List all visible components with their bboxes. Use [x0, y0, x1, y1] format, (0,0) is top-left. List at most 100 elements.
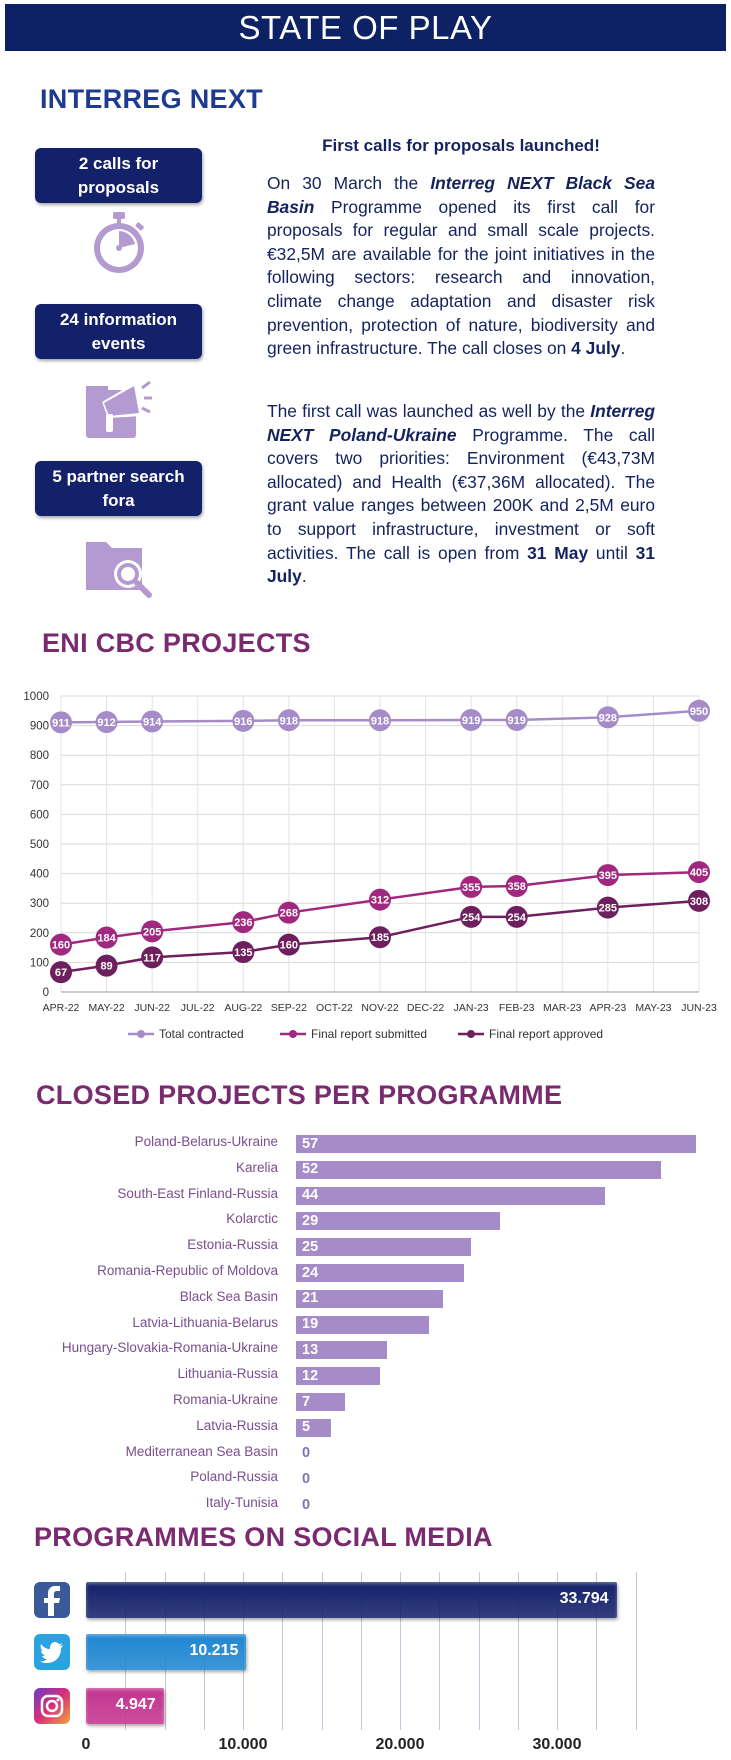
data-point: [50, 711, 72, 734]
data-point: [369, 709, 391, 732]
y-tick-label: 0: [43, 987, 49, 999]
legend-marker: [289, 1030, 297, 1038]
y-tick-label: 1000: [23, 691, 49, 703]
x-gridline: [400, 1572, 401, 1730]
data-point: [596, 896, 619, 919]
series-line: [60, 709, 700, 724]
bar-category-label: Latvia-Lithuania-Belarus: [132, 1314, 278, 1330]
x-gridline: [439, 1572, 441, 1730]
legend-marker: [137, 1030, 145, 1038]
data-label: 160: [52, 940, 70, 952]
legend-label: Final report approved: [489, 1027, 603, 1041]
legend-marker: [467, 1030, 475, 1038]
x-gridline: [596, 1572, 598, 1730]
x-tick-label: FEB-23: [499, 1002, 535, 1014]
social-value-label: 4.947: [115, 1696, 156, 1713]
facebook-icon: [34, 1582, 70, 1618]
data-point: [505, 875, 528, 898]
bar: [296, 1341, 388, 1360]
data-label: 285: [599, 903, 617, 915]
bar-category-label: Hungary-Slovakia-Romania-Ukraine: [61, 1340, 278, 1356]
bar-category-label: Romania-Republic of Moldova: [97, 1263, 278, 1278]
data-label: 268: [280, 908, 298, 920]
data-point: [232, 911, 255, 934]
interreg-title: INTERREG NEXT: [40, 84, 263, 114]
x-gridline: [282, 1572, 284, 1730]
data-point: [596, 864, 619, 887]
data-point: [460, 875, 483, 898]
data-point: [50, 961, 72, 984]
series-line: [60, 899, 700, 974]
data-label: 185: [371, 932, 389, 944]
x-tick-label: JUL-22: [181, 1002, 215, 1014]
bar-value-label: 19: [302, 1316, 319, 1333]
x-gridline: [478, 1572, 480, 1730]
eni-title: ENI CBC PROJECTS: [42, 628, 311, 658]
data-point: [141, 710, 164, 733]
bar-value-label: 7: [302, 1393, 311, 1410]
stat-calls: 2 calls for proposals: [35, 148, 202, 203]
data-point: [141, 920, 164, 943]
bar-category-label: Kolarctic: [226, 1211, 278, 1227]
data-point: [688, 889, 710, 912]
bar: [296, 1393, 346, 1411]
social-title: PROGRAMMES ON SOCIAL MEDIA: [34, 1522, 493, 1552]
data-point: [232, 709, 255, 732]
y-tick-label: 700: [30, 780, 49, 792]
y-tick-label: 500: [30, 839, 49, 851]
bar-value-label: 0: [302, 1470, 311, 1487]
data-label: 355: [462, 882, 480, 894]
y-tick-label: 200: [30, 928, 49, 940]
bar: [296, 1186, 605, 1205]
x-tick-label: MAY-23: [635, 1002, 671, 1014]
x-gridline: [360, 1572, 362, 1730]
bar-category-label: Karelia: [235, 1159, 278, 1175]
x-tick-label: DEC-22: [407, 1002, 445, 1014]
data-point: [50, 933, 72, 956]
data-point: [505, 905, 528, 928]
data-point: [277, 709, 300, 732]
bar-category-label: Black Sea Basin: [179, 1288, 278, 1304]
data-point: [460, 708, 483, 731]
data-point: [277, 933, 300, 956]
bar-value-label: 44: [302, 1187, 319, 1204]
x-tick-label: OCT-22: [316, 1002, 353, 1014]
news-paragraph-poland-ukraine: The first call was launched as well by t…: [267, 401, 655, 587]
data-label: 184: [97, 933, 116, 945]
x-tick-label: SEP-22: [271, 1002, 307, 1014]
social-bar-twitter: [86, 1634, 247, 1670]
x-tick-label: 20.000: [375, 1736, 425, 1753]
data-label: 911: [52, 717, 70, 729]
data-point: [141, 946, 164, 969]
bar-value-label: 0: [302, 1496, 311, 1513]
data-point: [95, 711, 118, 734]
x-tick-label: JUN-22: [134, 1002, 170, 1014]
data-point: [277, 901, 300, 924]
bar-value-label: 29: [302, 1212, 319, 1229]
y-tick-label: 400: [30, 869, 49, 881]
x-gridline: [517, 1572, 519, 1730]
y-tick-label: 600: [30, 809, 49, 821]
y-tick-label: 100: [30, 957, 49, 969]
data-label: 236: [234, 917, 252, 929]
data-label: 912: [97, 717, 115, 729]
x-tick-label: JUN-23: [681, 1002, 717, 1014]
legend-label: Final report submitted: [311, 1027, 427, 1041]
bar-value-label: 13: [302, 1341, 319, 1358]
y-tick-label: 800: [30, 750, 49, 762]
x-gridline: [557, 1572, 558, 1730]
data-label: 312: [371, 895, 389, 907]
bar-category-label: Poland-Russia: [190, 1469, 278, 1485]
x-tick-label: APR-22: [43, 1002, 80, 1014]
social-bar-instagram: [86, 1688, 164, 1724]
bar-value-label: 12: [302, 1367, 319, 1384]
data-point: [95, 954, 118, 977]
eni-line-chart: 0 100 200 300 400 500 600 700 800 900 1000 APR-22 MA…: [23, 691, 717, 1041]
stat-search-fora: 5 partner search fora: [35, 461, 202, 516]
data-label: 135: [234, 947, 252, 959]
data-point: [505, 708, 528, 731]
social-bar-facebook: [86, 1582, 617, 1618]
data-point: [460, 905, 483, 928]
bar: [296, 1238, 472, 1257]
data-label: 205: [143, 926, 161, 938]
